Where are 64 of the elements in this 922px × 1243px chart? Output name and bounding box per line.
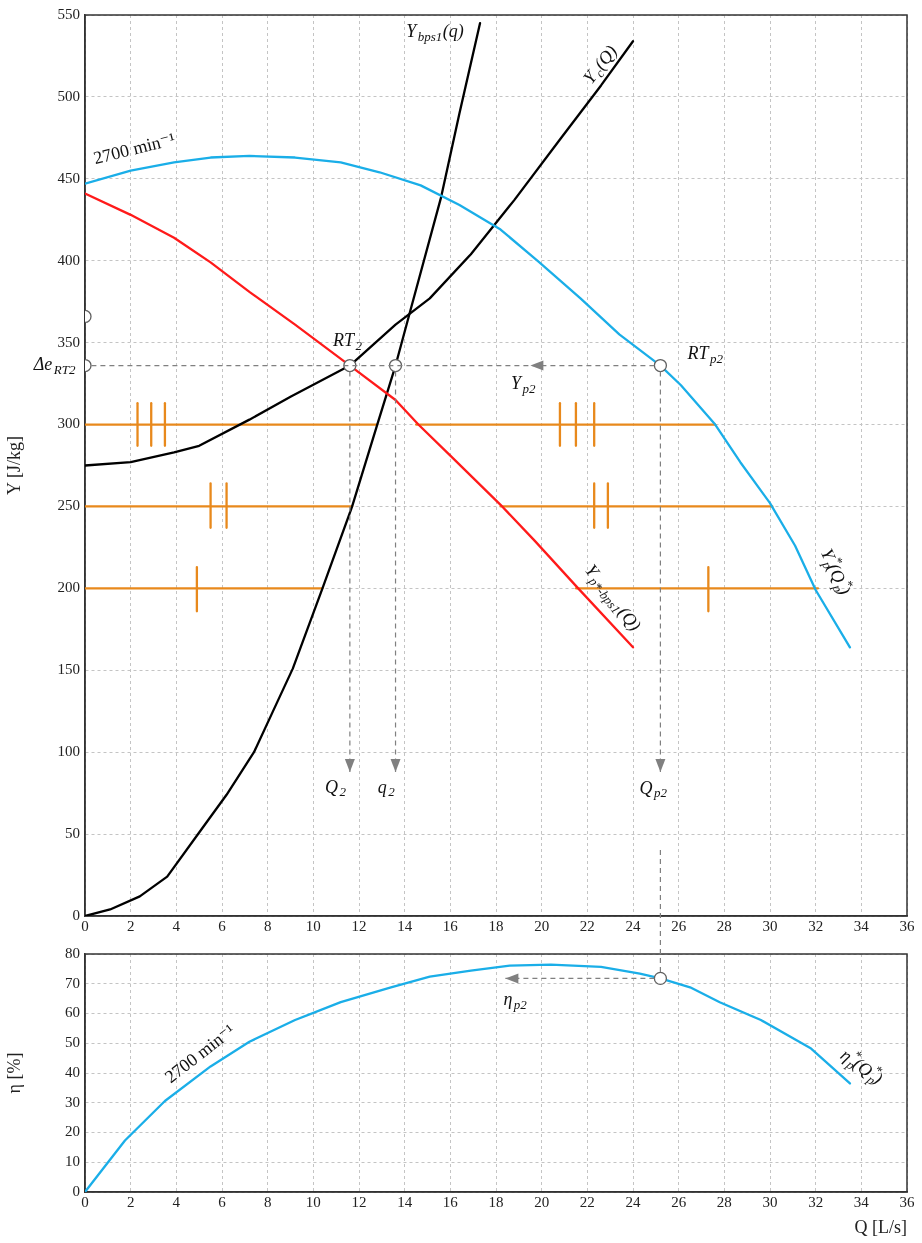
x-tick-label: 24 [625, 1193, 641, 1210]
annotation: 2700 min⁻¹ [91, 128, 178, 169]
y-tick-label: 550 [57, 5, 80, 22]
annotation: Yp*(Qp*) [816, 545, 858, 598]
x-tick-label: 36 [899, 1193, 915, 1210]
x-tick-label: 6 [218, 1193, 227, 1210]
x-tick-label: 30 [762, 917, 778, 934]
x-tick-label: 8 [263, 1193, 272, 1210]
x-tick-label: 18 [488, 917, 504, 934]
y-tick-label: 150 [57, 661, 80, 678]
x-tick-label: 16 [442, 917, 459, 934]
y-tick-label: 20 [65, 1123, 80, 1140]
x-tick-label: 22 [579, 917, 595, 934]
y-tick-label: 300 [57, 415, 80, 432]
y-tick-label: 40 [65, 1063, 80, 1080]
x-tick-label: 12 [351, 917, 367, 934]
x-tick-label: 4 [172, 1193, 181, 1210]
y-tick-label: 50 [65, 1034, 80, 1051]
x-tick-label: 34 [853, 1193, 870, 1210]
x-tick-label: 24 [625, 917, 641, 934]
y-tick-label: 200 [57, 579, 80, 596]
x-tick-label: 20 [534, 917, 550, 934]
x-tick-label: 4 [172, 917, 181, 934]
y-tick-label: 50 [65, 825, 80, 842]
x-tick-label: 10 [305, 917, 321, 934]
x-tick-label: 30 [762, 1193, 778, 1210]
y-tick-label: 350 [57, 333, 80, 350]
x-tick-label: 14 [397, 917, 413, 934]
x-tick-label: 28 [716, 1193, 732, 1210]
y-tick-label: 10 [65, 1153, 80, 1170]
y-tick-label: 400 [57, 251, 80, 268]
x-tick-label: 22 [579, 1193, 595, 1210]
y-tick-label: 100 [57, 743, 80, 760]
x-tick-label: 32 [808, 1193, 824, 1210]
annotation: ηp*(Qp*) [836, 1044, 887, 1090]
x-tick-label: 32 [808, 917, 824, 934]
x-tick-label: 28 [716, 917, 732, 934]
y-tick-label: 0 [72, 1182, 80, 1199]
x-tick-label: 16 [442, 1193, 459, 1210]
y-tick-label: 30 [65, 1093, 80, 1110]
x-tick-label: 8 [263, 917, 272, 934]
x-axis-title: Q [L/s] [854, 1216, 907, 1237]
x-tick-label: 2 [126, 917, 135, 934]
y-tick-label: 60 [65, 1004, 80, 1021]
x-tick-label: 20 [534, 1193, 550, 1210]
y-axis-title: η [%] [3, 1052, 24, 1094]
x-tick-label: 26 [671, 917, 687, 934]
y-tick-label: 80 [65, 944, 80, 961]
y-tick-label: 0 [72, 906, 80, 923]
y-tick-label: 500 [57, 87, 80, 104]
x-tick-label: 18 [488, 1193, 504, 1210]
x-tick-label: 26 [671, 1193, 687, 1210]
x-tick-label: 10 [305, 1193, 321, 1210]
y-tick-label: 450 [57, 169, 80, 186]
y-tick-label: 250 [57, 497, 80, 514]
y-tick-label: 70 [65, 974, 80, 991]
x-tick-label: 12 [351, 1193, 367, 1210]
x-tick-label: 36 [899, 917, 915, 934]
y-axis-title: Y [J/kg] [3, 436, 24, 495]
x-tick-label: 6 [218, 917, 227, 934]
x-tick-label: 2 [126, 1193, 135, 1210]
x-tick-label: 34 [853, 917, 870, 934]
x-tick-label: 14 [397, 1193, 413, 1210]
annotation: Yc(Q) [578, 41, 622, 88]
